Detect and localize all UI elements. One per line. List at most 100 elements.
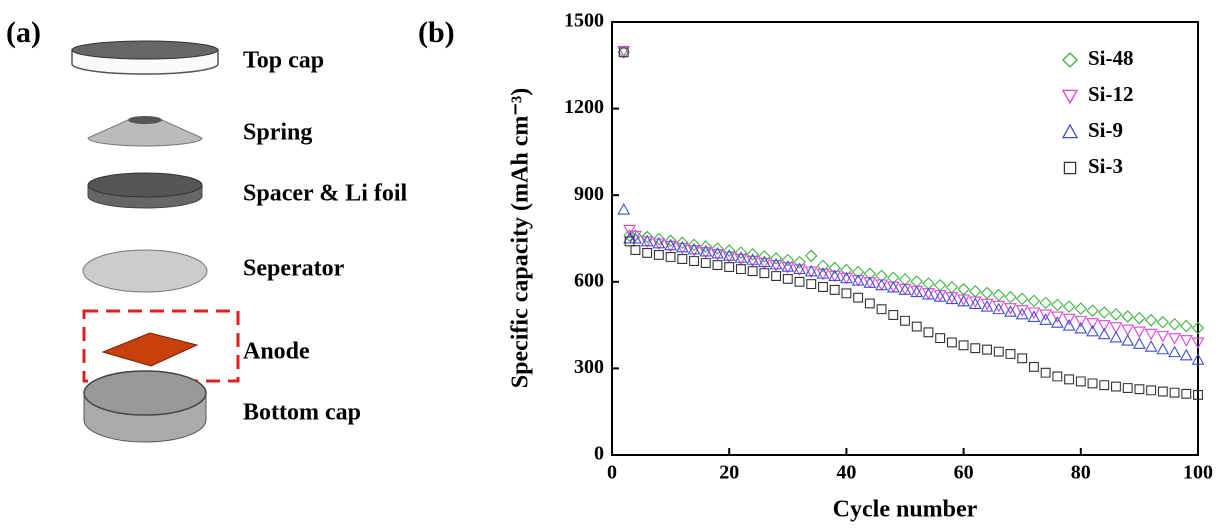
legend-label: Si-3 — [1088, 154, 1123, 178]
marker — [734, 251, 748, 263]
plot-frame — [611, 21, 1199, 456]
marker — [629, 230, 642, 243]
marker — [793, 262, 806, 275]
marker — [1051, 298, 1064, 312]
marker — [887, 271, 900, 285]
marker — [675, 240, 689, 253]
marker — [1004, 303, 1017, 315]
marker — [771, 271, 782, 281]
marker — [1168, 317, 1181, 331]
marker — [1156, 342, 1170, 355]
marker — [665, 252, 676, 262]
marker — [757, 255, 771, 268]
y-tick-label: 600 — [574, 269, 604, 291]
marker — [675, 242, 689, 255]
marker — [1050, 311, 1064, 324]
top-cap — [71, 40, 219, 60]
marker — [623, 229, 636, 242]
marker — [888, 310, 899, 320]
marker — [1193, 390, 1203, 400]
marker — [652, 236, 666, 249]
panel-label: (a) — [6, 16, 41, 49]
marker — [1109, 308, 1123, 321]
marker — [722, 251, 736, 264]
marker — [945, 281, 959, 294]
marker — [933, 290, 947, 302]
marker — [1039, 313, 1053, 325]
legend-marker — [1062, 52, 1078, 68]
marker — [1086, 304, 1099, 317]
marker — [769, 260, 783, 272]
marker — [1134, 384, 1145, 395]
marker — [1168, 333, 1181, 345]
marker — [664, 234, 677, 248]
separator — [82, 249, 208, 293]
marker — [689, 256, 699, 266]
marker — [992, 302, 1006, 315]
legend-marker — [1061, 89, 1079, 105]
marker — [804, 249, 818, 263]
y-axis-label: Specific capacity (mAh cm⁻³) — [508, 88, 534, 388]
marker — [700, 258, 711, 268]
marker — [970, 343, 981, 354]
marker — [922, 277, 935, 290]
marker — [910, 285, 924, 298]
marker — [1156, 330, 1170, 343]
marker — [839, 271, 853, 284]
marker — [746, 253, 760, 265]
x-tick-label: 20 — [719, 462, 739, 484]
marker — [818, 282, 828, 292]
marker — [1180, 319, 1193, 333]
legend-label: Si-9 — [1088, 118, 1123, 142]
marker — [1179, 335, 1193, 347]
marker — [946, 337, 957, 348]
marker — [1027, 307, 1041, 320]
marker — [933, 278, 947, 292]
marker — [630, 245, 641, 255]
marker — [664, 240, 678, 253]
x-tick-label: 80 — [1071, 462, 1091, 484]
spacer — [87, 172, 203, 198]
marker — [1121, 310, 1134, 323]
marker — [769, 257, 783, 270]
marker — [676, 236, 689, 250]
marker — [1004, 290, 1017, 304]
marker — [958, 340, 969, 351]
marker — [1109, 330, 1123, 343]
marker — [758, 250, 771, 263]
marker — [1017, 353, 1028, 364]
marker — [712, 260, 723, 271]
marker — [968, 296, 982, 309]
marker — [1168, 345, 1181, 358]
marker — [1121, 334, 1135, 346]
marker — [851, 265, 865, 279]
marker — [724, 262, 735, 273]
marker — [816, 259, 830, 273]
marker — [617, 203, 631, 215]
marker — [1179, 348, 1193, 361]
marker — [828, 261, 841, 275]
marker — [1015, 305, 1029, 317]
part-label: Seperator — [243, 256, 345, 282]
anode — [101, 332, 199, 367]
marker — [699, 247, 713, 259]
legend-label: Si-12 — [1088, 82, 1134, 106]
spring — [87, 119, 203, 147]
part-label: Top cap — [243, 48, 324, 74]
marker — [992, 288, 1006, 302]
x-axis-label: Cycle number — [833, 497, 978, 523]
marker — [782, 273, 793, 284]
marker — [957, 283, 970, 296]
marker — [781, 260, 795, 272]
marker — [1074, 315, 1088, 328]
marker — [769, 252, 783, 265]
marker — [1144, 328, 1158, 341]
part-label: Anode — [243, 339, 310, 365]
marker — [875, 278, 888, 291]
marker — [1191, 353, 1205, 365]
marker — [652, 232, 666, 246]
marker — [722, 244, 736, 257]
bottom-cap — [83, 370, 207, 416]
marker — [735, 264, 746, 275]
